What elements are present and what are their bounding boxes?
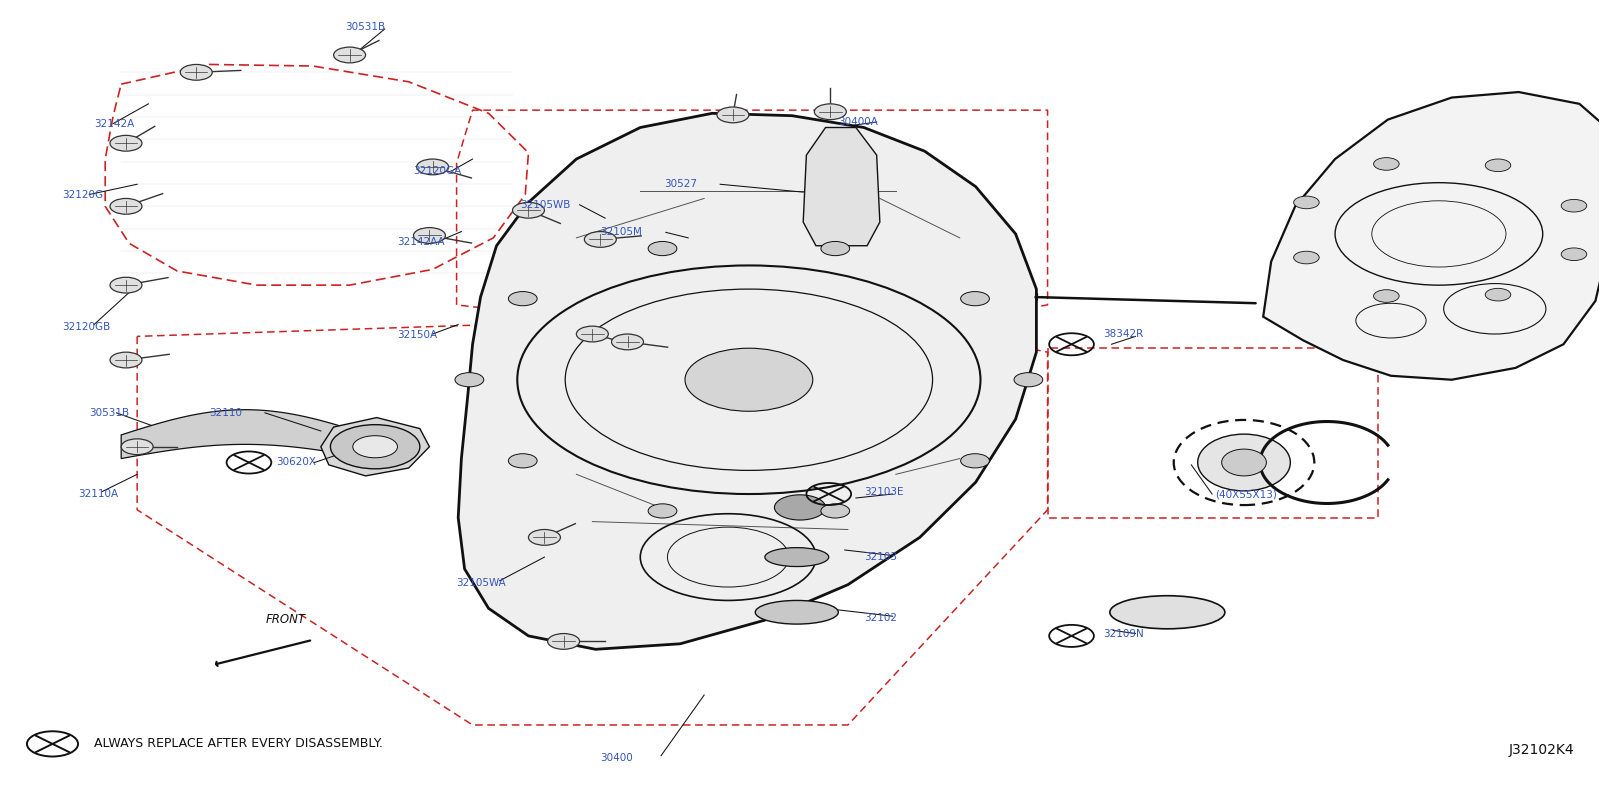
Text: 30527: 30527 [664, 180, 698, 189]
Polygon shape [322, 418, 429, 476]
Circle shape [454, 373, 483, 387]
Ellipse shape [755, 600, 838, 624]
Text: 32103: 32103 [864, 552, 898, 562]
Text: 30531B: 30531B [90, 408, 130, 418]
Circle shape [774, 495, 826, 520]
Circle shape [1562, 248, 1587, 260]
Polygon shape [458, 113, 1037, 649]
Circle shape [1014, 373, 1043, 387]
Text: 30620X: 30620X [277, 457, 317, 467]
Circle shape [110, 352, 142, 368]
Text: 38342R: 38342R [1104, 329, 1144, 339]
Circle shape [509, 454, 538, 468]
Ellipse shape [765, 547, 829, 566]
Circle shape [1294, 252, 1320, 264]
Ellipse shape [1110, 596, 1226, 629]
Circle shape [611, 334, 643, 350]
Text: 30531B: 30531B [344, 21, 386, 32]
Circle shape [413, 228, 445, 244]
Circle shape [509, 292, 538, 306]
Text: 32120G: 32120G [62, 190, 104, 199]
Circle shape [576, 326, 608, 342]
Circle shape [717, 107, 749, 123]
Text: 32103E: 32103E [864, 486, 904, 497]
Text: 32110A: 32110A [78, 489, 118, 499]
Text: J32102K4: J32102K4 [1509, 743, 1574, 756]
Circle shape [814, 104, 846, 119]
Circle shape [352, 436, 397, 458]
Text: 32142AA: 32142AA [397, 237, 445, 247]
Text: 32105WB: 32105WB [520, 200, 571, 210]
Circle shape [110, 199, 142, 214]
Polygon shape [122, 410, 368, 459]
Text: 32120GA: 32120GA [413, 166, 462, 176]
Circle shape [110, 278, 142, 293]
Circle shape [512, 202, 544, 218]
Ellipse shape [1222, 449, 1266, 476]
Circle shape [181, 64, 213, 80]
Ellipse shape [1198, 434, 1290, 491]
Text: 32142A: 32142A [94, 119, 134, 129]
Circle shape [547, 634, 579, 649]
Circle shape [110, 135, 142, 151]
Text: 30400: 30400 [600, 753, 634, 763]
Text: ALWAYS REPLACE AFTER EVERY DISASSEMBLY.: ALWAYS REPLACE AFTER EVERY DISASSEMBLY. [94, 737, 382, 751]
Circle shape [1485, 159, 1510, 172]
Circle shape [122, 439, 154, 455]
Circle shape [584, 232, 616, 248]
Circle shape [821, 241, 850, 255]
Circle shape [416, 159, 448, 175]
Text: 32105WA: 32105WA [456, 578, 506, 588]
Text: 32120GB: 32120GB [62, 322, 110, 332]
Text: 32105M: 32105M [600, 227, 642, 237]
Text: 32102: 32102 [864, 613, 898, 623]
Circle shape [1562, 199, 1587, 212]
Text: 32150A: 32150A [397, 330, 438, 340]
Text: 30400A: 30400A [838, 117, 878, 127]
Circle shape [1294, 196, 1320, 209]
Text: (40X55X13): (40X55X13) [1216, 489, 1277, 499]
Polygon shape [803, 127, 880, 246]
Circle shape [821, 504, 850, 518]
Polygon shape [1262, 92, 1600, 380]
Circle shape [960, 454, 989, 468]
Circle shape [528, 529, 560, 545]
Circle shape [1373, 290, 1398, 302]
Circle shape [334, 47, 365, 62]
Text: 32110: 32110 [210, 408, 242, 418]
Circle shape [648, 241, 677, 255]
Text: FRONT: FRONT [266, 613, 306, 626]
Circle shape [1373, 157, 1398, 170]
Circle shape [685, 348, 813, 411]
Circle shape [331, 425, 419, 469]
Text: 32109N: 32109N [1104, 629, 1144, 638]
Circle shape [648, 504, 677, 518]
Circle shape [960, 292, 989, 306]
Circle shape [1485, 289, 1510, 301]
